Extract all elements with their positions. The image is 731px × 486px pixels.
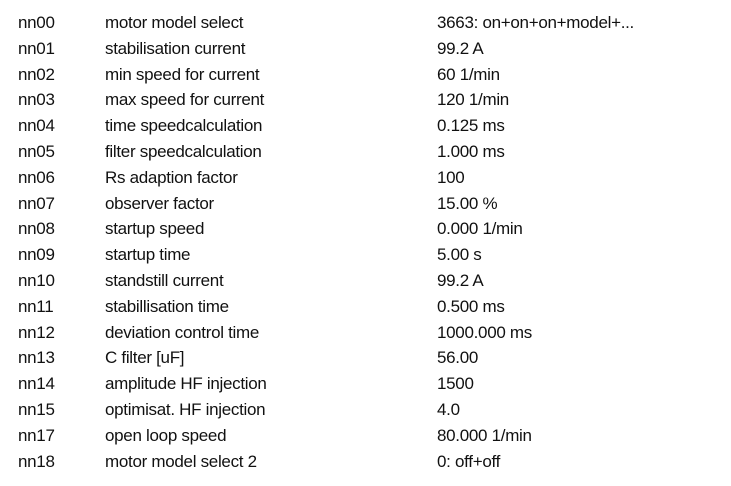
parameter-value: 0.000 1/min [437,219,523,239]
parameter-value: 0.500 ms [437,296,505,316]
parameter-code: nn03 [18,90,55,110]
parameter-name: amplitude HF injection [105,374,267,394]
parameter-name: motor model select 2 [105,451,257,471]
parameter-code: nn10 [18,270,55,290]
parameter-row[interactable]: nn18 motor model select 2 0: off+off [0,449,731,475]
parameter-row[interactable]: nn17 open loop speed 80.000 1/min [0,423,731,449]
parameter-name: deviation control time [105,322,260,342]
parameter-code: nn00 [18,13,55,32]
parameter-row[interactable]: nn01 stabilisation current 99.2 A [0,36,731,62]
parameter-name: stabillisation time [105,296,229,316]
parameter-code: nn15 [18,399,55,419]
parameter-name: filter speedcalculation [105,141,262,161]
parameter-name: motor model select [105,13,244,32]
parameter-name: optimisat. HF injection [105,399,266,419]
parameter-code: nn13 [18,348,55,368]
parameter-code: nn06 [18,167,55,187]
parameter-row[interactable]: nn04 time speedcalculation 0.125 ms [0,113,731,139]
parameter-name: open loop speed [105,425,227,445]
parameter-value: 60 1/min [437,64,500,84]
parameter-value: 0.125 ms [437,116,505,136]
parameter-name: max speed for current [105,90,265,110]
parameter-value: 15.00 % [437,193,498,213]
parameter-value: 56.00 [437,348,479,368]
parameter-value: 100 [437,167,465,187]
parameter-code: nn05 [18,141,55,161]
parameter-value: 99.2 A [437,38,484,58]
parameter-row[interactable]: nn14 amplitude HF injection 1500 [0,371,731,397]
parameter-name: standstill current [105,270,224,290]
parameter-value: 1000.000 ms [437,322,532,342]
parameter-row[interactable]: nn12 deviation control time 1000.000 ms [0,320,731,346]
parameter-row[interactable]: nn02 min speed for current 60 1/min [0,62,731,88]
parameter-code: nn02 [18,64,55,84]
parameter-value: 4.0 [437,399,460,419]
parameter-value: 0: off+off [437,451,501,471]
parameter-row[interactable]: nn06 Rs adaption factor 100 [0,165,731,191]
parameter-row[interactable]: nn08 startup speed 0.000 1/min [0,216,731,242]
parameter-code: nn01 [18,38,55,58]
parameter-name: min speed for current [105,64,260,84]
parameter-row[interactable]: nn05 filter speedcalculation 1.000 ms [0,139,731,165]
parameter-code: nn11 [18,296,54,316]
parameter-row[interactable]: nn03 max speed for current 120 1/min [0,87,731,113]
parameter-row[interactable]: nn07 observer factor 15.00 % [0,191,731,217]
parameter-name: observer factor [105,193,214,213]
parameter-row[interactable]: nn10 standstill current 99.2 A [0,268,731,294]
parameter-row[interactable]: nn13 C filter [uF] 56.00 [0,345,731,371]
parameter-value: 1.000 ms [437,141,505,161]
parameter-code: nn18 [18,451,55,471]
parameter-name: C filter [uF] [105,348,185,368]
parameter-value: 1500 [437,374,474,394]
parameter-name: time speedcalculation [105,116,263,136]
parameter-list: nn00 motor model select 3663: on+on+on+mod… [0,10,731,474]
parameter-value: 5.00 s [437,245,482,265]
parameter-code: nn08 [18,219,55,239]
parameter-code: nn14 [18,374,55,394]
parameter-value: 99.2 A [437,270,484,290]
parameter-value: 3663: on+on+on+model+... [437,13,634,32]
parameter-row[interactable]: nn15 optimisat. HF injection 4.0 [0,397,731,423]
parameter-value: 80.000 1/min [437,425,532,445]
parameter-value: 120 1/min [437,90,509,110]
parameter-code: nn12 [18,322,55,342]
parameter-code: nn07 [18,193,55,213]
parameter-code: nn17 [18,425,55,445]
parameter-name: startup time [105,245,191,265]
parameter-name: startup speed [105,219,205,239]
parameter-row[interactable]: nn09 startup time 5.00 s [0,242,731,268]
parameter-code: nn09 [18,245,55,265]
parameter-row[interactable]: nn11 stabillisation time 0.500 ms [0,294,731,320]
parameter-code: nn04 [18,116,55,136]
parameter-name: Rs adaption factor [105,167,238,187]
parameter-row[interactable]: nn00 motor model select 3663: on+on+on+mod… [0,10,731,36]
parameter-name: stabilisation current [105,38,246,58]
